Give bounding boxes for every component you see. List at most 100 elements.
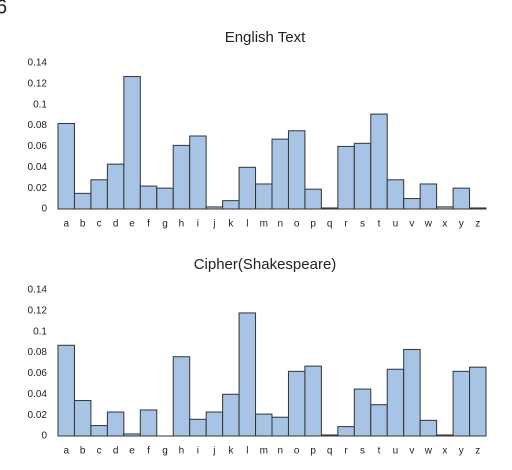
x-tick-label: u bbox=[393, 219, 399, 230]
y-tick-label: 0.14 bbox=[28, 285, 48, 296]
x-tick-label: c bbox=[97, 446, 102, 457]
x-tick-label: s bbox=[360, 446, 365, 457]
bar bbox=[337, 426, 355, 437]
y-tick-label: 0.04 bbox=[28, 389, 48, 400]
bar bbox=[255, 413, 273, 437]
x-tick-label: i bbox=[197, 446, 199, 457]
bar bbox=[189, 135, 207, 210]
x-tick-label: d bbox=[113, 446, 119, 457]
bar bbox=[189, 418, 207, 437]
bar bbox=[386, 179, 405, 210]
bar bbox=[106, 163, 125, 210]
y-tick-label: 0 bbox=[41, 204, 47, 215]
x-tick-label: l bbox=[246, 446, 248, 457]
bar bbox=[90, 179, 108, 210]
x-tick-label: y bbox=[459, 219, 464, 230]
x-tick-label: t bbox=[378, 219, 381, 230]
x-tick-label: b bbox=[80, 219, 86, 230]
y-tick-label: 0 bbox=[41, 431, 47, 442]
x-tick-label: n bbox=[277, 219, 283, 230]
x-tick-label: x bbox=[442, 219, 447, 230]
bar bbox=[370, 404, 388, 437]
y-tick-label: 0.12 bbox=[28, 78, 48, 89]
y-tick-label: 0.12 bbox=[28, 305, 48, 316]
x-tick-label: r bbox=[344, 446, 348, 457]
x-tick-label: f bbox=[147, 219, 150, 230]
bar bbox=[205, 411, 224, 437]
x-tick-label: g bbox=[162, 446, 168, 457]
y-tick-label: 0.06 bbox=[28, 141, 48, 152]
x-tick-label: e bbox=[129, 446, 135, 457]
y-tick-label: 0.1 bbox=[33, 326, 47, 337]
bar bbox=[90, 425, 108, 437]
x-tick-label: x bbox=[442, 446, 447, 457]
bar bbox=[287, 130, 306, 210]
bar bbox=[403, 348, 421, 437]
x-tick-label: f bbox=[147, 446, 150, 457]
y-tick-label: 0.1 bbox=[33, 99, 47, 110]
x-tick-label: i bbox=[197, 219, 199, 230]
y-tick-label: 0.04 bbox=[28, 162, 48, 173]
bar bbox=[238, 166, 257, 210]
bar bbox=[172, 356, 191, 437]
bar bbox=[419, 419, 438, 437]
x-tick-label: s bbox=[360, 219, 365, 230]
x-tick-label: n bbox=[277, 446, 283, 457]
bar bbox=[222, 393, 240, 437]
x-tick-label: v bbox=[409, 446, 414, 457]
x-tick-label: b bbox=[80, 446, 86, 457]
bar bbox=[370, 113, 388, 210]
x-tick-label: o bbox=[294, 219, 300, 230]
x-tick-label: y bbox=[459, 446, 464, 457]
bar bbox=[353, 142, 372, 210]
bar bbox=[271, 416, 289, 437]
bar bbox=[287, 370, 306, 437]
y-tick-label: 0.06 bbox=[28, 368, 48, 379]
bar bbox=[172, 144, 191, 210]
x-tick-label: k bbox=[228, 219, 234, 230]
chart-title: Cipher(Shakespeare) bbox=[194, 256, 337, 273]
y-tick-label: 0.02 bbox=[28, 410, 48, 421]
x-tick-label: j bbox=[212, 219, 215, 230]
x-tick-label: j bbox=[212, 446, 215, 457]
bar bbox=[73, 192, 92, 210]
x-tick-label: t bbox=[378, 446, 381, 457]
y-tick-label: 0.02 bbox=[28, 183, 48, 194]
bar bbox=[419, 183, 438, 210]
x-tick-label: p bbox=[310, 446, 316, 457]
x-tick-label: z bbox=[475, 446, 480, 457]
x-tick-label: w bbox=[424, 219, 433, 230]
x-tick-label: e bbox=[129, 219, 135, 230]
bar bbox=[123, 76, 141, 210]
x-tick-label: m bbox=[260, 219, 268, 230]
x-tick-label: z bbox=[475, 219, 480, 230]
x-tick-label: h bbox=[179, 219, 185, 230]
bar bbox=[156, 187, 174, 210]
bar bbox=[304, 365, 322, 437]
x-tick-label: g bbox=[162, 219, 168, 230]
x-tick-label: d bbox=[113, 219, 119, 230]
y-tick-label: 0.08 bbox=[28, 347, 48, 358]
bar bbox=[386, 368, 405, 437]
bar bbox=[255, 183, 273, 210]
x-tick-label: o bbox=[294, 446, 300, 457]
x-tick-label: q bbox=[327, 219, 333, 230]
x-tick-label: a bbox=[63, 219, 69, 230]
bar bbox=[469, 366, 487, 437]
x-tick-label: p bbox=[310, 219, 316, 230]
bar bbox=[57, 344, 75, 437]
x-tick-label: v bbox=[409, 219, 414, 230]
bar bbox=[403, 198, 421, 210]
chart-title: English Text bbox=[225, 29, 306, 46]
bar bbox=[452, 187, 471, 210]
bar bbox=[353, 388, 372, 437]
bar bbox=[73, 400, 92, 437]
x-tick-label: h bbox=[179, 446, 185, 457]
x-tick-label: m bbox=[260, 446, 268, 457]
x-tick-label: l bbox=[246, 219, 248, 230]
x-tick-label: c bbox=[97, 219, 102, 230]
figure-label: 6 bbox=[0, 0, 7, 18]
x-tick-label: r bbox=[344, 219, 348, 230]
bar bbox=[271, 138, 289, 210]
